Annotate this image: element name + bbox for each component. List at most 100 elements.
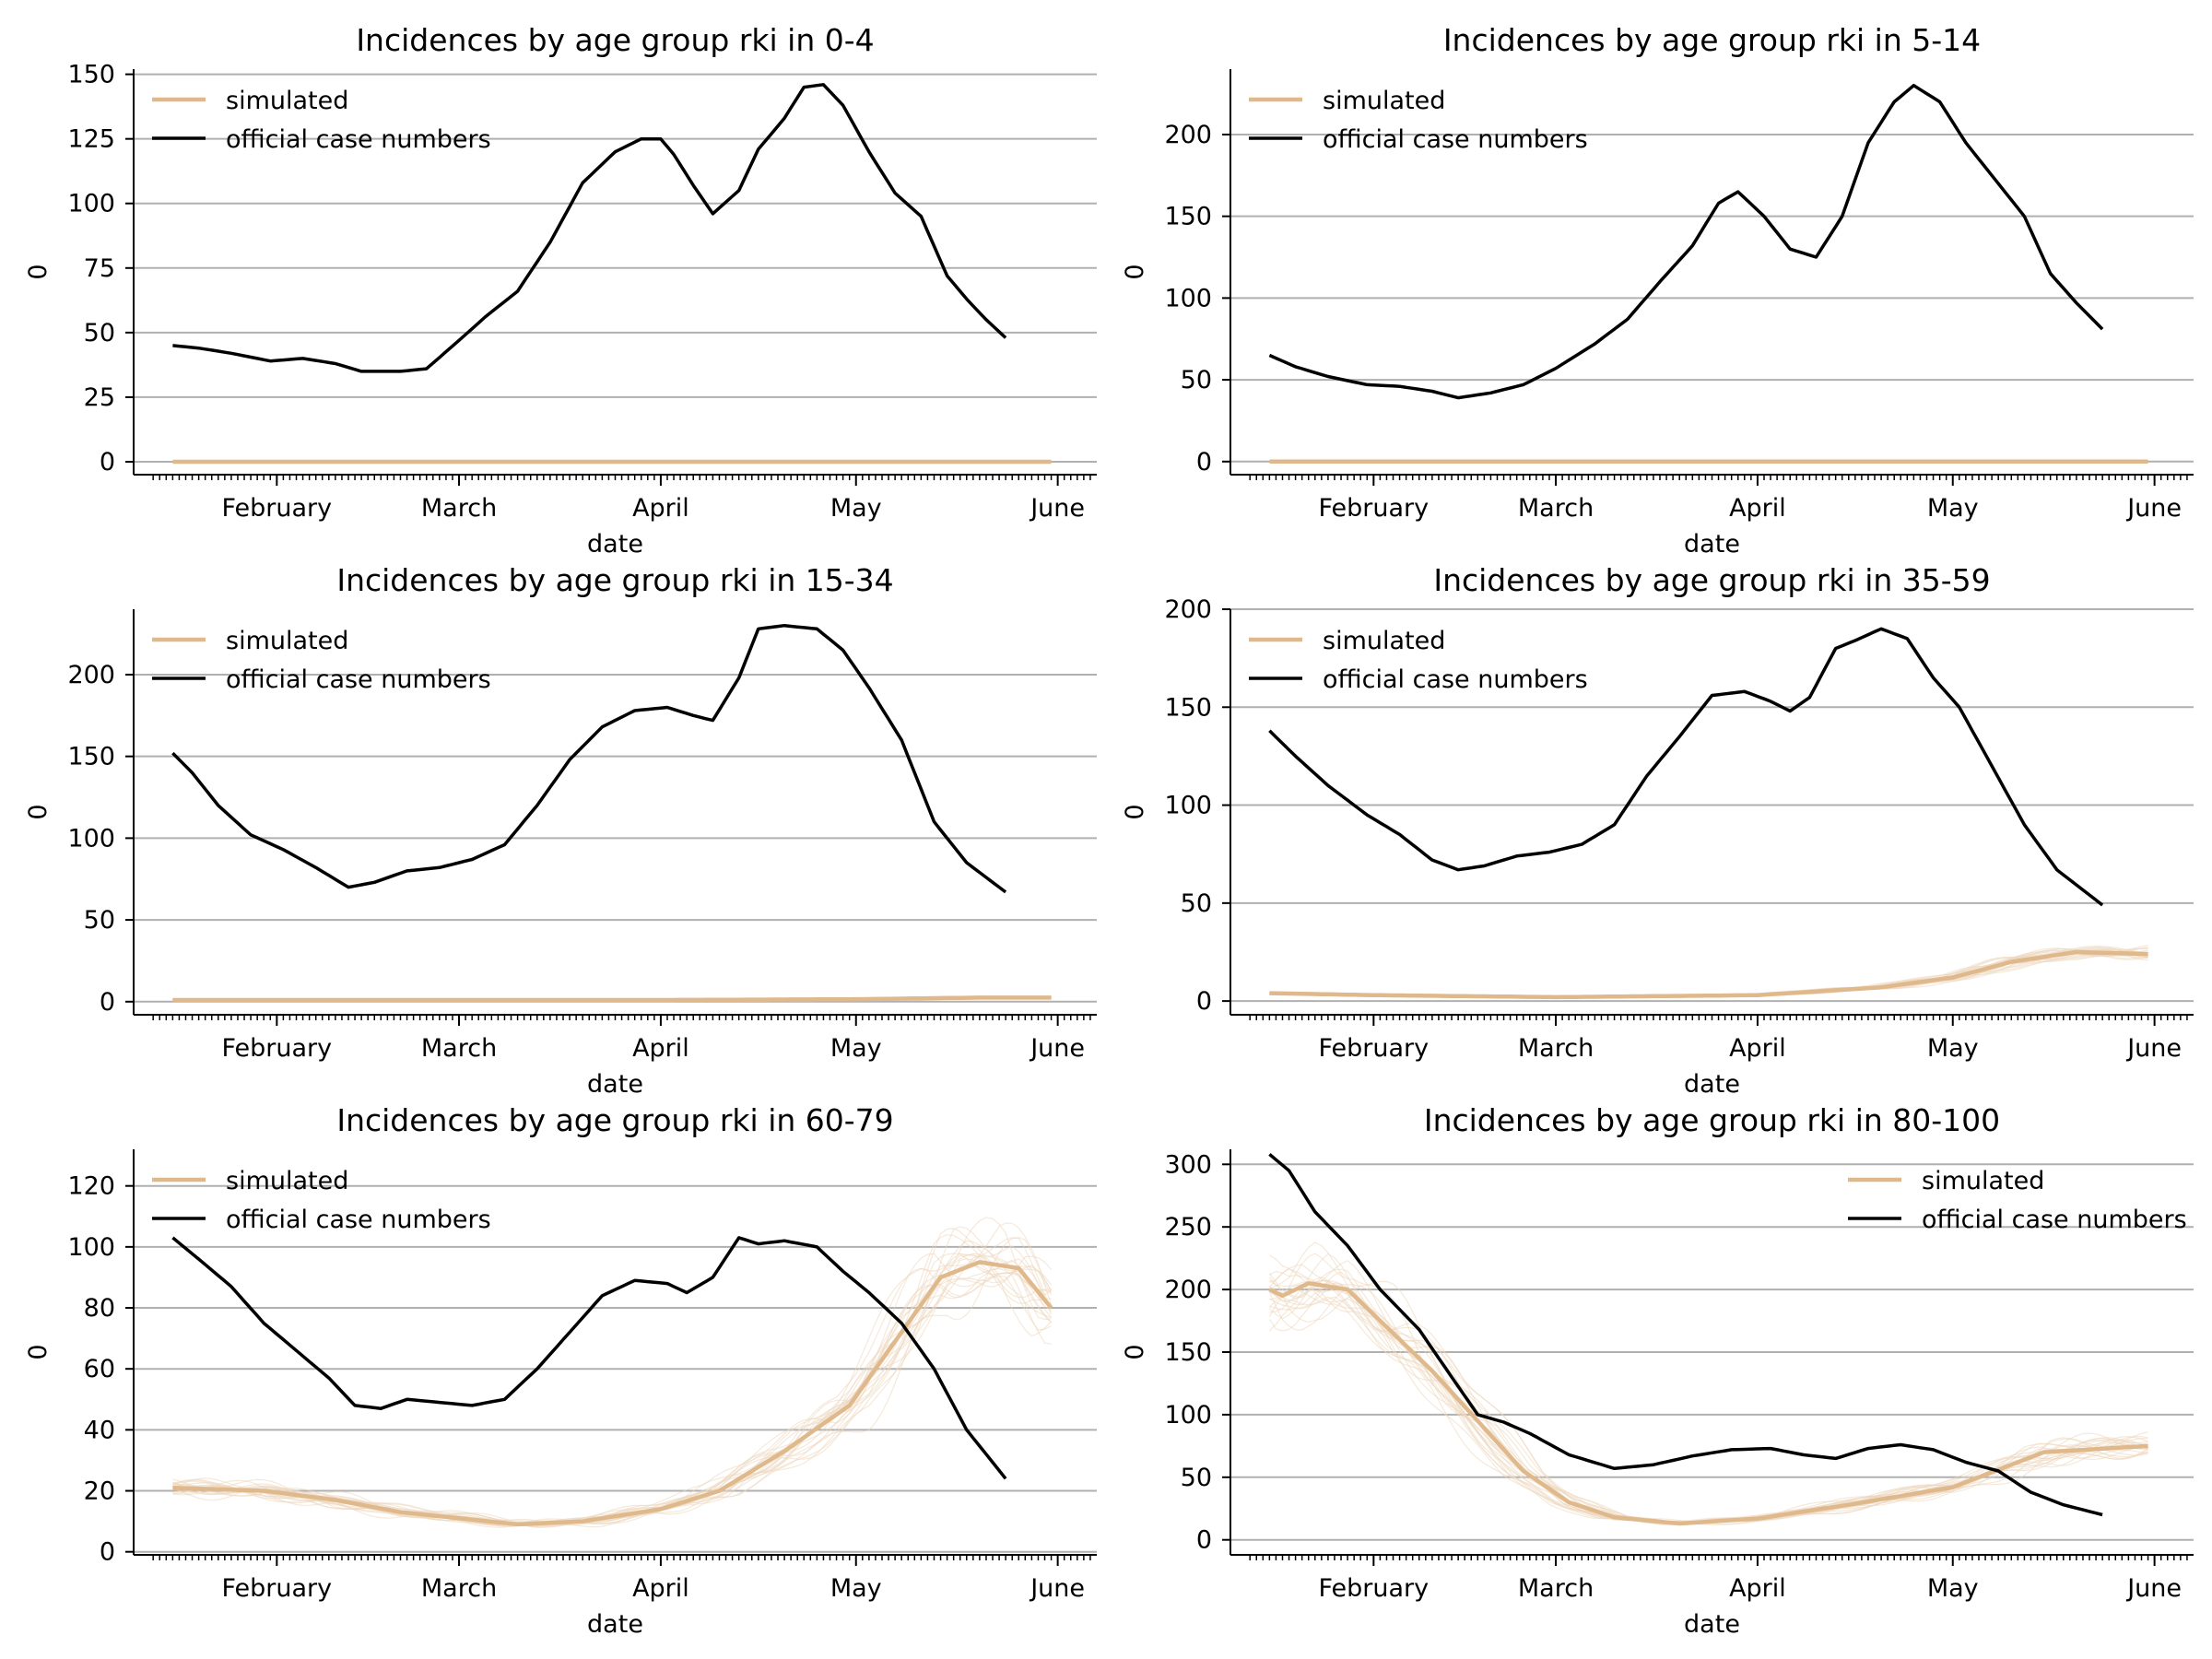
y-tick-label: 100	[67, 190, 115, 218]
x-axis-label: date	[587, 1070, 643, 1099]
series-lines	[171, 1236, 1053, 1527]
simulation-run-line	[172, 1234, 1053, 1526]
legend: simulated official case numbers	[152, 1167, 491, 1234]
simulation-run-line	[172, 1237, 1053, 1524]
legend-official-label: official case numbers	[1323, 665, 1588, 694]
y-tick-label: 200	[67, 661, 115, 689]
panel-80-100: 0 50 100 150 200 250 300 February March April May J…	[1121, 1102, 2194, 1639]
y-tick-label: 50	[1181, 1464, 1212, 1492]
chart-title: Incidences by age group rki in 35-59	[1433, 562, 1990, 598]
x-tick-label: March	[1518, 494, 1594, 523]
x-tick-label: June	[1029, 1034, 1085, 1063]
panel-60-79: 0 20 40 60 80 100 120 February March April May June…	[24, 1102, 1097, 1639]
series-line-simulated	[1268, 1281, 2148, 1526]
simulation-run-line	[172, 1228, 1053, 1526]
x-tick-label: March	[421, 1574, 497, 1603]
legend-official-label: official case numbers	[226, 125, 491, 154]
x-tick-label: June	[1029, 1574, 1085, 1603]
simulation-run-line	[1269, 947, 2148, 998]
legend-simulated-label: simulated	[226, 1167, 348, 1195]
x-tick-label: February	[222, 1574, 333, 1603]
axes: 0 50 100 150 200 February March April May June	[1164, 595, 2194, 1063]
panel-15-34: 0 50 100 150 200 February March April May June si…	[24, 562, 1097, 1099]
y-tick-label: 100	[1164, 284, 1212, 312]
axes: 0 50 100 150 200 February March April May June	[67, 609, 1097, 1063]
x-tick-label: May	[830, 1574, 882, 1603]
x-tick-label: March	[421, 494, 497, 523]
panel-5-14: 0 50 100 150 200 February March April May June si…	[1121, 22, 2194, 559]
y-tick-label: 0	[1196, 448, 1212, 477]
x-axis-label: date	[1684, 1070, 1740, 1099]
series-line-official-case-numbers	[171, 623, 1007, 894]
y-tick-label: 40	[84, 1416, 115, 1444]
legend-official-label: official case numbers	[1323, 125, 1588, 154]
y-tick-label: 200	[1164, 121, 1212, 149]
series-line-official-case-numbers	[1268, 83, 2104, 400]
y-tick-label: 50	[1181, 366, 1212, 394]
x-axis-label: date	[587, 1610, 643, 1639]
legend-simulated-label: simulated	[226, 87, 348, 115]
simulation-run-line	[1269, 1283, 2148, 1524]
y-tick-label: 125	[67, 125, 115, 154]
y-tick-label: 80	[84, 1294, 115, 1323]
simulation-run-line	[1269, 1264, 2148, 1525]
y-tick-label: 60	[84, 1355, 115, 1383]
legend: simulated official case numbers	[1249, 627, 1588, 694]
x-tick-label: March	[1518, 1574, 1594, 1603]
legend: simulated official case numbers	[152, 627, 491, 694]
simulation-run-line	[1268, 1286, 2148, 1523]
legend: simulated official case numbers	[1848, 1167, 2187, 1234]
y-tick-label: 0	[1196, 1526, 1212, 1555]
y-tick-label: 75	[84, 254, 115, 283]
legend-official-label: official case numbers	[1922, 1206, 2187, 1234]
y-tick-label: 100	[1164, 792, 1212, 820]
simulation-run-line	[1268, 1288, 2148, 1523]
series-lines	[171, 623, 1052, 1003]
simulation-run-line	[1269, 947, 2148, 998]
x-tick-label: June	[2125, 1034, 2182, 1063]
simulation-run-line	[1268, 1276, 2148, 1525]
legend: simulated official case numbers	[1249, 87, 1588, 154]
axes: 0 25 50 75 100 125 150 February March April May Jun…	[67, 61, 1097, 523]
simulation-run-line	[1269, 947, 2148, 998]
y-tick-label: 200	[1164, 595, 1212, 624]
simulation-run-line	[1269, 945, 2148, 998]
y-tick-label: 300	[1164, 1150, 1212, 1179]
x-tick-label: March	[421, 1034, 497, 1063]
axes: 0 50 100 150 200 February March April May June	[1164, 69, 2194, 523]
y-tick-label: 200	[1164, 1276, 1212, 1304]
simulation-run-line	[1269, 947, 2148, 998]
y-tick-label: 120	[67, 1172, 115, 1201]
series-lines	[1268, 1153, 2148, 1526]
x-tick-label: March	[1518, 1034, 1594, 1063]
chart-title: Incidences by age group rki in 60-79	[336, 1102, 893, 1138]
series-line-simulated	[172, 995, 1052, 1003]
y-axis-label: 0	[24, 804, 53, 819]
legend-simulated-label: simulated	[1323, 627, 1445, 655]
x-tick-label: May	[1927, 494, 1979, 523]
y-tick-label: 50	[84, 906, 115, 935]
x-tick-label: February	[222, 494, 333, 523]
series-line-official-case-numbers	[171, 1236, 1007, 1480]
chart-title: Incidences by age group rki in 0-4	[356, 22, 874, 58]
simulation-run-line	[1269, 1282, 2148, 1523]
series-lines	[172, 83, 1052, 465]
simulation-run-line	[1269, 1296, 2148, 1524]
legend-simulated-label: simulated	[1323, 87, 1445, 115]
simulation-run-line	[1269, 947, 2148, 998]
y-tick-label: 50	[1181, 889, 1212, 918]
y-tick-label: 250	[1164, 1213, 1212, 1241]
simulation-run-line	[172, 1226, 1053, 1527]
simulation-run-line	[1269, 1259, 2148, 1526]
series-line-official-case-numbers	[172, 83, 1007, 373]
simulation-runs	[1269, 945, 2148, 999]
simulation-run-line	[172, 1236, 1053, 1526]
y-tick-label: 150	[1164, 1338, 1212, 1367]
y-tick-label: 150	[67, 743, 115, 771]
x-tick-label: April	[632, 494, 689, 523]
simulation-run-line	[1269, 1279, 2148, 1524]
panel-35-59: 0 50 100 150 200 February March April May June si…	[1121, 562, 2194, 1099]
simulation-run-line	[1269, 946, 2148, 998]
x-tick-label: May	[1927, 1034, 1979, 1063]
y-axis-label: 0	[1121, 1344, 1149, 1359]
